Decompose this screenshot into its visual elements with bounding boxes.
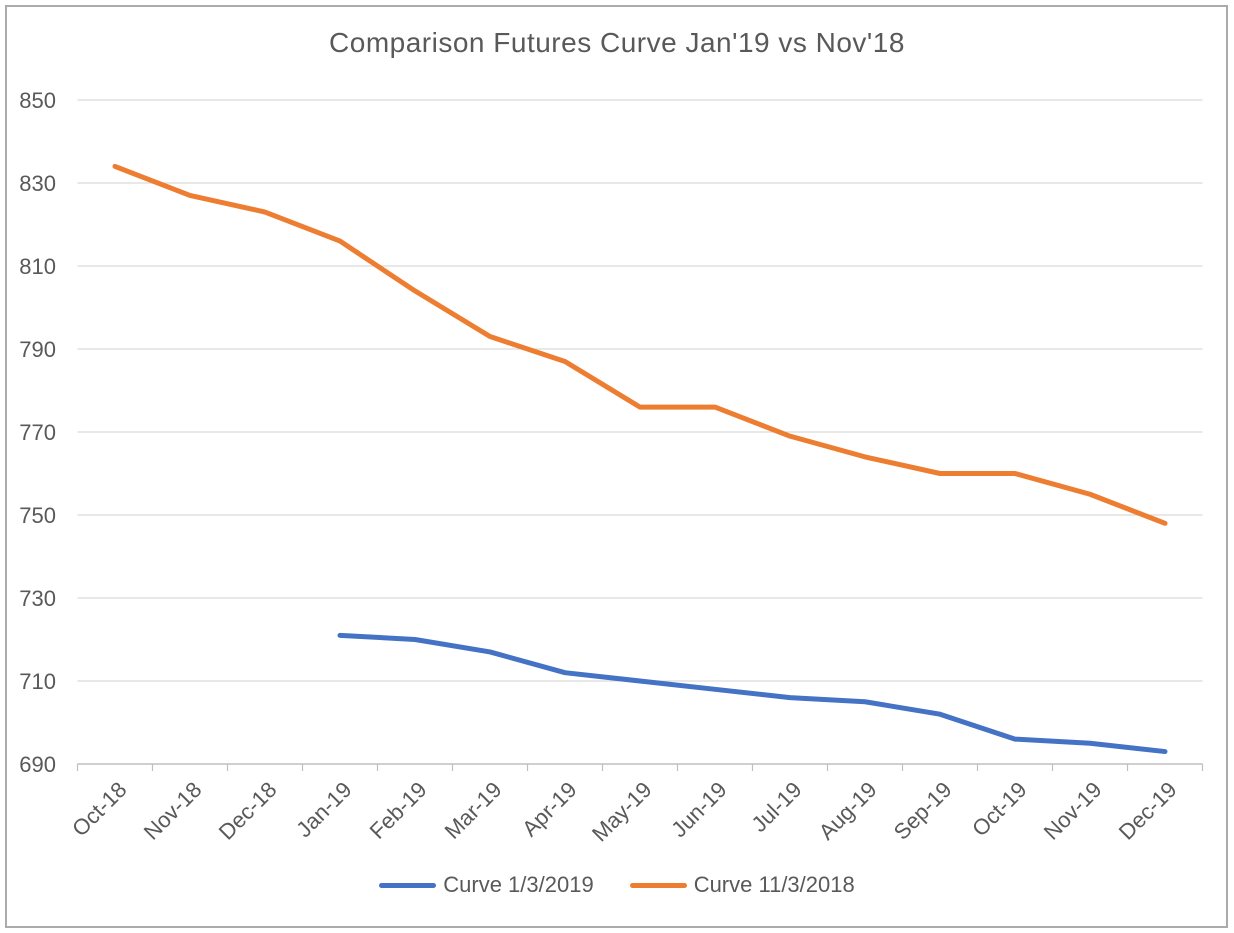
y-axis-tick-label: 850	[19, 88, 56, 113]
x-axis-tick-label: May-19	[587, 777, 657, 847]
x-axis-tick-label: Dec-19	[1114, 777, 1182, 845]
legend-label-curve-1-3-2019: Curve 1/3/2019	[443, 872, 594, 897]
y-axis-tick-label: 730	[19, 586, 56, 611]
x-axis-tick-label: Mar-19	[440, 777, 507, 844]
legend-swatch-blue-line	[379, 882, 437, 888]
x-axis-tick-label: Nov-18	[139, 777, 207, 845]
chart-legend: Curve 1/3/2019 Curve 11/3/2018	[0, 872, 1234, 898]
x-axis-tick-label: Apr-19	[517, 777, 581, 841]
y-axis-tick-label: 710	[19, 669, 56, 694]
x-axis-tick-label: Jun-19	[666, 777, 731, 842]
series-line-0	[337, 632, 1168, 755]
y-axis-tick-label: 690	[19, 752, 56, 777]
y-axis-tick-label: 830	[19, 171, 56, 196]
x-axis-tick-label: Sep-19	[889, 777, 957, 845]
x-axis-tick-label: Feb-19	[365, 777, 432, 844]
y-axis-tick-label: 790	[19, 337, 56, 362]
x-axis-tick-label: Dec-18	[214, 777, 282, 845]
y-axis-tick-label: 770	[19, 420, 56, 445]
x-axis-tick-label: Aug-19	[814, 777, 882, 845]
x-axis-tick-label: Oct-18	[67, 777, 131, 841]
series-line-1	[112, 163, 1168, 526]
legend-label-curve-11-3-2018: Curve 11/3/2018	[693, 872, 855, 897]
x-axis-tick-label: Jan-19	[291, 777, 356, 842]
x-axis-tick-label: Nov-19	[1039, 777, 1107, 845]
legend-swatch-orange-line	[629, 882, 687, 888]
y-axis-tick-label: 810	[19, 254, 56, 279]
x-axis-tick-label: Oct-19	[967, 777, 1031, 841]
legend-item-curve-11-3-2018: Curve 11/3/2018	[629, 872, 855, 898]
legend-item-curve-1-3-2019: Curve 1/3/2019	[379, 872, 594, 898]
y-axis-tick-label: 750	[19, 503, 56, 528]
chart-title: Comparison Futures Curve Jan'19 vs Nov'1…	[329, 27, 905, 58]
x-axis-tick-label: Jul-19	[746, 777, 806, 837]
